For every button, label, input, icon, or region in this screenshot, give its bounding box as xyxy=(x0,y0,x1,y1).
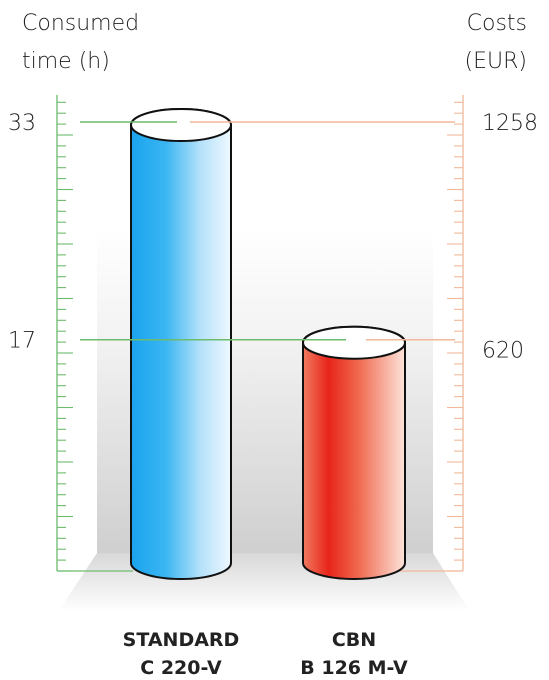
right-axis-title-line1: Costs xyxy=(467,11,527,36)
left-tick-label-max: 33 xyxy=(8,111,36,136)
value-guide-lines xyxy=(80,121,455,341)
category-label-2-line1: CBN xyxy=(332,629,376,651)
category-label-2-line2: B 126 M-V xyxy=(300,657,408,679)
bar-standard-c220v-body xyxy=(130,108,232,580)
right-tick-label-mid: 620 xyxy=(482,339,524,364)
bar-cbn-b126mv-body xyxy=(302,325,406,580)
right-axis-title-line2: (EUR) xyxy=(465,49,527,74)
bars xyxy=(130,108,406,580)
left-axis-title-line2: time (h) xyxy=(22,49,110,74)
left-axis-title-line1: Consumed xyxy=(22,11,139,36)
left-tick-label-mid: 17 xyxy=(8,329,36,354)
category-label-1-line1: STANDARD xyxy=(123,629,240,651)
bar-cbn-b126mv-top xyxy=(302,325,406,360)
floor xyxy=(58,553,470,612)
bar-standard-c220v-top xyxy=(130,108,232,142)
category-label-1-line2: C 220-V xyxy=(140,657,222,679)
left-axis xyxy=(56,95,133,572)
right-tick-label-max: 1258 xyxy=(482,111,538,136)
